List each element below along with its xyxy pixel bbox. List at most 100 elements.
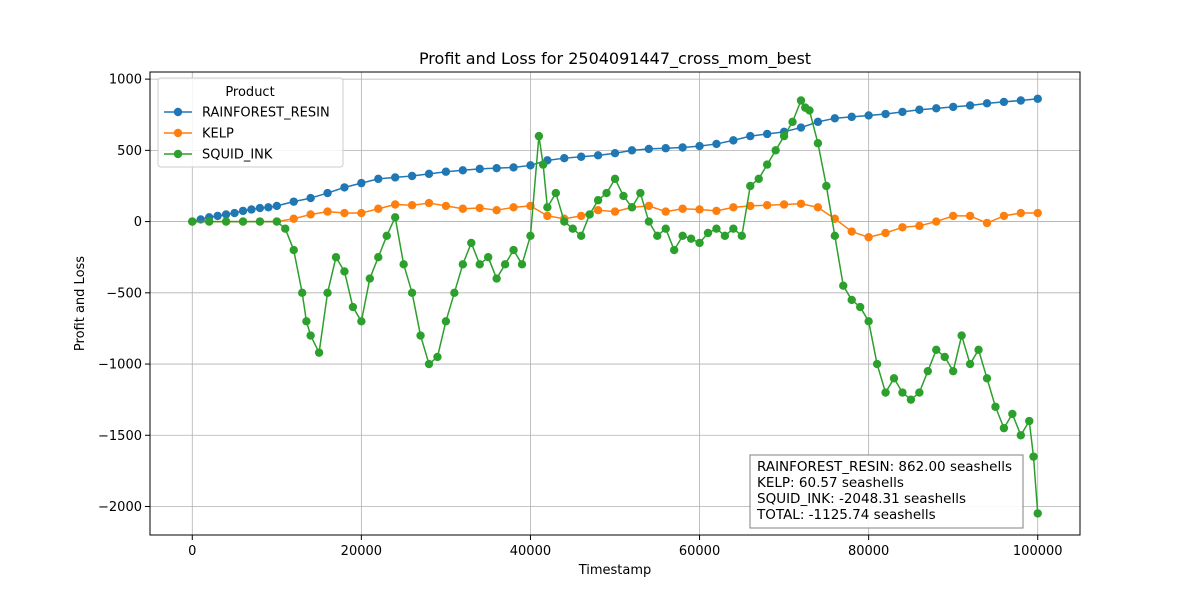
data-point-squid-ink [627,203,637,212]
data-point-squid-ink [1033,509,1042,518]
series-line-squid-ink [192,99,1039,514]
data-point-kelp [965,211,975,221]
data-point-kelp [746,201,755,211]
data-point-rainforest-resin [678,143,687,152]
data-point-squid-ink [906,395,916,404]
data-point-squid-ink [348,302,358,312]
data-point-kelp [509,203,518,212]
series-squid-ink [188,96,1042,518]
data-point-squid-ink [475,260,484,269]
data-point-kelp [881,228,890,238]
legend-marker-kelp [173,128,183,138]
data-point-squid-ink [779,131,789,141]
data-point-rainforest-resin [213,211,222,221]
data-point-squid-ink [526,231,535,241]
data-point-kelp [661,207,670,216]
data-point-squid-ink [407,288,417,298]
data-point-kelp [796,199,806,208]
summary-line: SQUID_INK: -2048.31 seashells [757,491,966,507]
data-point-rainforest-resin [340,183,349,192]
data-point-rainforest-resin [796,123,806,132]
data-point-squid-ink [982,374,992,383]
data-point-squid-ink [839,281,848,290]
data-point-squid-ink [974,345,983,354]
data-point-kelp [779,200,789,209]
data-point-squid-ink [424,359,434,369]
data-point-kelp [898,223,907,232]
summary-line: RAINFOREST_RESIN: 862.00 seashells [757,459,1012,475]
data-point-rainforest-resin [458,166,468,175]
x-tick-label: 100000 [1013,544,1063,559]
data-point-squid-ink [323,288,332,298]
data-point-squid-ink [712,224,721,233]
data-point-squid-ink [957,331,966,340]
data-point-rainforest-resin [661,144,670,153]
x-tick-label: 80000 [848,544,889,559]
y-tick-label: −500 [106,286,142,301]
data-point-rainforest-resin [695,141,704,151]
data-point-rainforest-resin [357,178,366,188]
data-point-rainforest-resin [746,131,755,141]
data-point-squid-ink [965,359,975,369]
data-point-rainforest-resin [932,104,941,113]
data-point-squid-ink [331,253,341,262]
data-point-squid-ink [433,352,442,362]
summary-line: TOTAL: -1125.74 seashells [756,507,936,523]
data-point-rainforest-resin [712,139,721,149]
y-tick-label: −2000 [98,500,142,515]
data-point-squid-ink [306,331,315,340]
data-point-rainforest-resin [982,99,992,108]
data-point-squid-ink [746,181,755,191]
data-point-kelp [475,203,484,213]
data-point-squid-ink [302,317,311,326]
data-point-squid-ink [669,245,679,255]
data-point-kelp [813,203,823,212]
data-point-kelp [762,201,772,210]
data-point-kelp [610,207,620,216]
data-point-squid-ink [695,238,704,248]
data-point-kelp [289,214,298,223]
data-point-rainforest-resin [255,203,265,213]
data-point-squid-ink [382,231,391,241]
data-point-squid-ink [204,217,214,226]
data-point-squid-ink [737,231,747,241]
data-point-squid-ink [644,217,654,226]
data-point-rainforest-resin [881,109,890,119]
legend-label-kelp: KELP [202,127,234,142]
data-point-squid-ink [762,160,772,169]
data-point-kelp [729,203,738,212]
data-point-kelp [678,204,687,213]
data-point-rainforest-resin [762,129,772,139]
data-point-squid-ink [560,217,569,226]
legend: Product RAINFOREST_RESIN KELP SQUID_INK [157,77,344,168]
data-point-rainforest-resin [965,101,975,110]
legend-marker-rainforest-resin [173,107,183,117]
data-point-kelp [593,205,603,215]
data-point-kelp [982,218,992,228]
data-point-rainforest-resin [644,144,654,154]
series-rainforest-resin [188,94,1042,226]
data-point-kelp [712,206,721,216]
data-point-kelp [644,201,654,211]
data-point-squid-ink [788,117,797,127]
data-point-kelp [306,210,315,219]
data-point-rainforest-resin [813,117,823,127]
data-point-squid-ink [238,217,248,226]
data-point-rainforest-resin [560,153,569,163]
data-point-squid-ink [602,188,611,198]
data-point-squid-ink [881,388,890,397]
data-point-rainforest-resin [407,171,417,181]
data-point-rainforest-resin [289,197,298,206]
data-point-rainforest-resin [915,105,924,114]
data-point-squid-ink [492,274,501,283]
data-point-squid-ink [281,224,290,233]
data-point-rainforest-resin [509,163,518,172]
data-point-squid-ink [188,217,197,226]
y-tick-label: 500 [117,144,142,159]
data-point-squid-ink [1025,416,1034,426]
data-point-rainforest-resin [576,152,586,161]
data-point-squid-ink [686,234,696,243]
data-point-rainforest-resin [999,97,1009,107]
data-point-squid-ink [864,317,873,326]
